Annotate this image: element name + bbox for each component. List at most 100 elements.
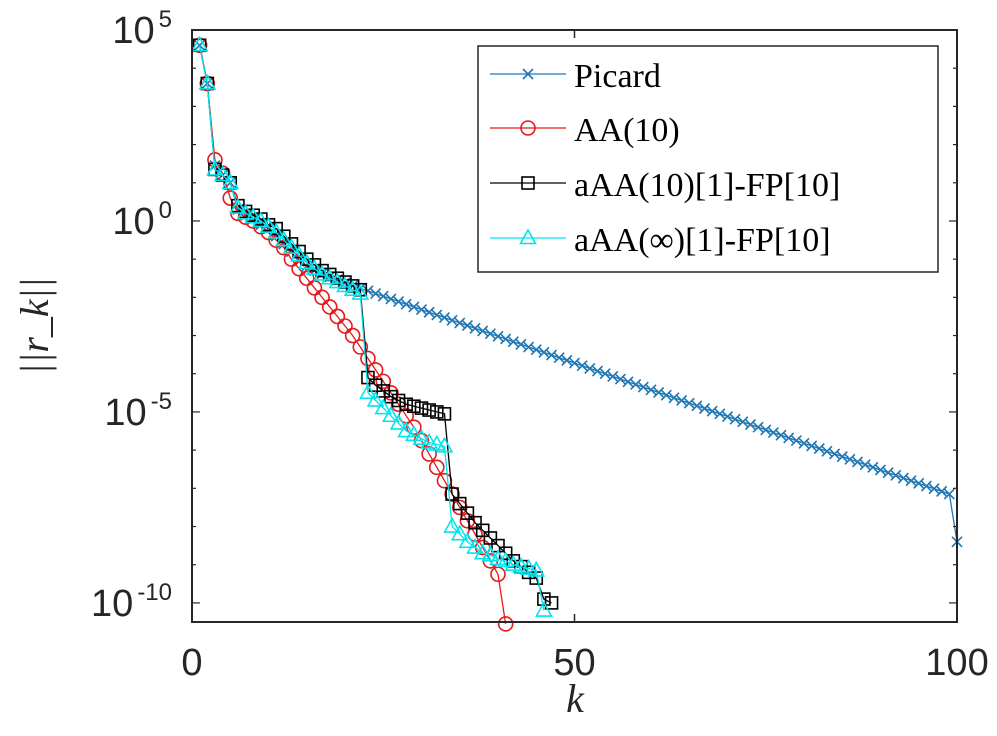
data-point (527, 560, 546, 577)
data-point (397, 421, 416, 438)
data-point (561, 354, 573, 366)
data-point (431, 309, 443, 321)
data-point (568, 357, 581, 369)
data-point (392, 295, 405, 308)
data-point (729, 413, 741, 425)
data-point (415, 304, 428, 316)
data-point (484, 328, 496, 340)
data-point (829, 448, 841, 460)
legend-label: aAA(∞)[1]-FP[10] (574, 222, 831, 259)
tick-layer (191, 29, 958, 622)
data-point (576, 360, 588, 372)
data-point (423, 306, 435, 318)
data-point (297, 253, 316, 270)
data-point (836, 451, 848, 463)
data-point (584, 362, 596, 374)
data-point (359, 383, 377, 400)
data-point (404, 425, 423, 442)
data-point (284, 237, 299, 251)
data-point (851, 456, 864, 468)
data-point (377, 290, 389, 302)
data-point (737, 416, 749, 428)
data-point (660, 389, 672, 401)
data-point (721, 410, 734, 423)
data-point (337, 318, 353, 334)
data-point (544, 596, 559, 610)
data-point (344, 327, 361, 344)
data-point (321, 299, 338, 315)
data-point (445, 487, 459, 501)
y-tick-label: 10 5 (112, 6, 172, 52)
x-axis-title: k (566, 676, 585, 721)
data-point (276, 229, 291, 244)
data-point (683, 397, 695, 409)
data-point (897, 472, 910, 484)
legend-marker (521, 176, 535, 190)
y-tick-base: 10 (91, 583, 133, 625)
legend-marker (522, 68, 534, 80)
data-point (306, 280, 323, 296)
data-point (859, 459, 871, 471)
data-point (437, 407, 452, 421)
data-point (752, 421, 764, 433)
data-point (490, 566, 506, 583)
data-point (351, 283, 370, 300)
y-tick-base: 10 (112, 201, 154, 243)
data-point (630, 378, 642, 391)
y-tick-label: 10 0 (112, 197, 172, 243)
y-tick-base: 10 (104, 392, 146, 434)
data-point (259, 217, 278, 233)
data-point (691, 400, 703, 412)
data-point (461, 320, 473, 332)
data-point (553, 352, 565, 364)
data-point (500, 333, 512, 345)
data-point (936, 485, 948, 497)
data-point (328, 272, 347, 289)
data-point (414, 401, 429, 415)
data-point (352, 339, 369, 355)
data-point (450, 524, 469, 541)
series-line (199, 45, 507, 624)
data-point (637, 381, 649, 393)
data-point (427, 434, 446, 451)
y-axis-title: ||r_k|| (12, 277, 57, 374)
data-point (274, 230, 293, 247)
data-point (489, 549, 507, 566)
data-point (523, 341, 535, 353)
legend-marker (520, 120, 536, 136)
data-point (507, 336, 519, 348)
legend-box (477, 45, 939, 273)
data-point (905, 475, 917, 487)
data-point (599, 368, 611, 380)
data-point (283, 251, 300, 267)
data-point (429, 405, 444, 419)
data-point (622, 376, 634, 388)
data-point (806, 440, 818, 452)
x-tick-label: 0 (181, 642, 202, 684)
data-point (928, 483, 940, 495)
y-tick-label: 10 -5 (104, 388, 172, 434)
data-point (329, 308, 346, 325)
data-point (767, 426, 779, 439)
data-point (591, 365, 604, 377)
legend-label: AA(10) (574, 112, 680, 149)
data-point (412, 429, 431, 445)
data-point (298, 270, 315, 287)
data-point (653, 386, 665, 399)
data-point (920, 480, 932, 492)
data-point (384, 389, 398, 404)
data-point (370, 287, 382, 300)
data-point (244, 207, 263, 224)
data-point (229, 197, 247, 214)
data-point (760, 424, 772, 436)
x-tick-label: 50 (553, 642, 595, 684)
data-point (481, 545, 500, 562)
data-point (614, 373, 626, 385)
data-point (251, 211, 270, 228)
legend: Picard AA(10) aAA(10)[1]-FP[10] aAA(∞)[1… (477, 45, 939, 273)
data-point (497, 616, 514, 632)
data-point (535, 600, 553, 617)
data-point (435, 436, 454, 453)
data-point (452, 496, 467, 511)
data-point (790, 435, 802, 447)
